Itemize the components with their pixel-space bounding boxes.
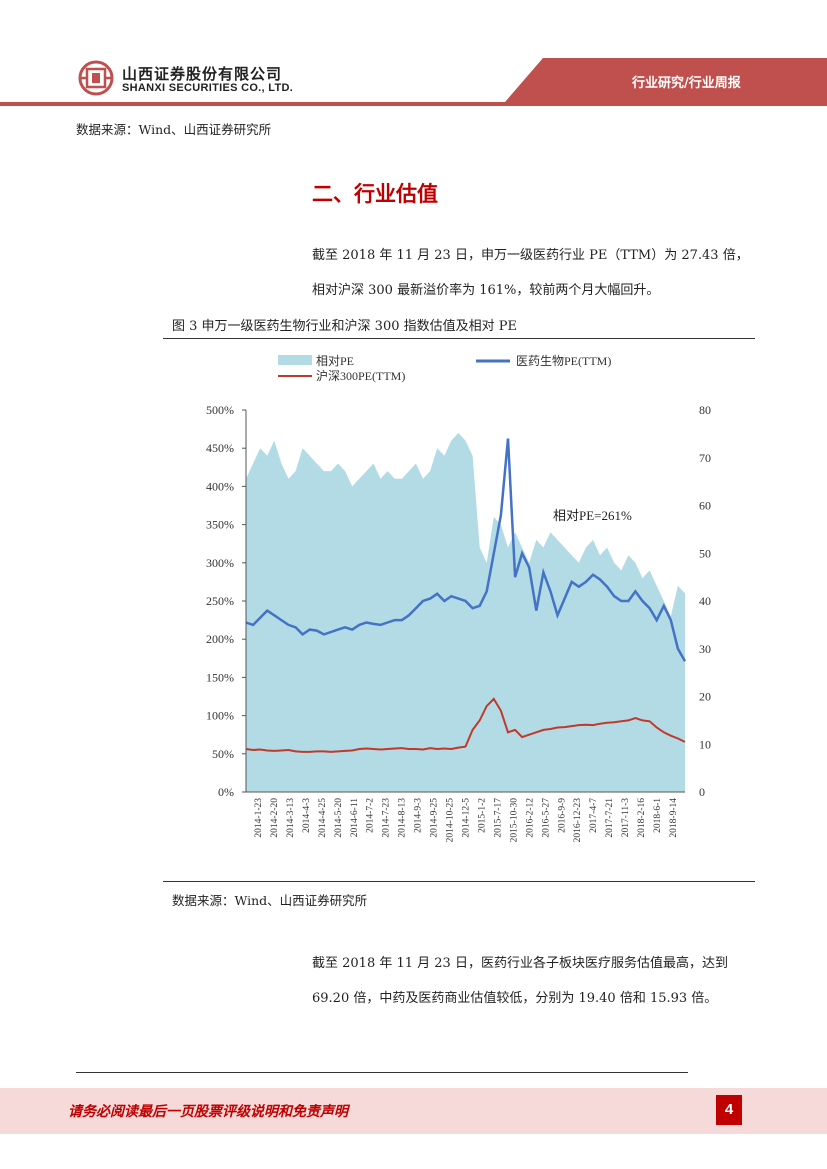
footer-band [0,1088,827,1134]
legend-swatch-relative-pe [278,355,312,365]
x-tick-label: 2014-4-3 [302,798,312,833]
left-tick-label: 250% [206,594,234,608]
x-tick-label: 2014-6-11 [350,798,360,837]
right-tick-label: 40 [699,594,711,608]
company-name-cn: 山西证券股份有限公司 [122,65,283,83]
x-tick-label: 2018-6-1 [653,798,663,833]
report-tag: 行业研究/行业周报 [632,76,741,91]
right-axis-ticks: 0 10 20 30 40 50 60 70 80 [699,403,711,799]
left-tick-label: 350% [206,518,234,532]
source-note-figure: 数据来源：Wind、山西证券研究所 [172,893,368,908]
x-tick-label: 2017-4-7 [589,798,599,833]
paragraph-1-line-2: 相对沪深 300 最新溢价率为 161%，较前两个月大幅回升。 [312,283,660,298]
x-tick-label: 2015-10-30 [509,798,519,843]
x-tick-label: 2017-7-21 [605,798,615,838]
x-tick-label: 2014-9-3 [414,798,424,833]
x-tick-label: 2014-1-23 [254,798,264,838]
paragraph-2-line-1: 截至 2018 年 11 月 23 日，医药行业各子板块医疗服务估值最高，达到 [312,956,728,971]
paragraph-1-line-1: 截至 2018 年 11 月 23 日，申万一级医药行业 PE（TTM）为 27… [312,248,749,263]
figure-bottom-rule [163,881,755,882]
legend-label-relative-pe: 相对PE [316,354,354,368]
company-logo-icon [78,60,114,96]
company-name-en: SHANXI SECURITIES CO., LTD. [122,82,294,94]
page-number: 4 [716,1095,742,1125]
figure-top-rule [163,338,755,339]
x-tick-label: 2014-10-25 [446,798,456,843]
x-tick-label: 2014-7-23 [382,798,392,838]
x-tick-label: 2014-7-2 [366,798,376,833]
right-tick-label: 60 [699,499,711,513]
x-tick-label: 2017-11-3 [621,798,631,837]
x-tick-label: 2016-2-12 [525,798,535,838]
x-tick-label: 2016-9-9 [557,798,567,833]
right-tick-label: 80 [699,403,711,417]
x-tick-label: 2014-5-20 [334,798,344,838]
right-tick-label: 30 [699,642,711,656]
right-tick-label: 20 [699,690,711,704]
x-tick-label: 2014-3-13 [286,798,296,838]
valuation-chart: 相对PE 医药生物PE(TTM) 沪深300PE(TTM) 0% 50% 100% 1… [206,354,711,843]
hs300-pe-line [245,697,686,753]
x-tick-label: 2014-2-20 [270,798,280,838]
left-tick-label: 450% [206,441,234,455]
x-tick-label: 2014-12-5 [462,798,472,838]
page-header: 山西证券股份有限公司 SHANXI SECURITIES CO., LTD. 行… [0,0,827,106]
x-tick-label: 2016-5-27 [541,798,551,838]
right-tick-label: 70 [699,451,711,465]
header-divider [0,102,827,106]
x-tick-label: 2014-4-25 [318,798,328,838]
right-tick-label: 50 [699,546,711,560]
left-axis-ticks: 0% 50% 100% 150% 200% 250% 300% 350% 400% 450% 500… [206,403,246,799]
legend-label-hs300-pe: 沪深300PE(TTM) [316,369,405,383]
x-tick-label: 2014-9-25 [430,798,440,838]
left-tick-label: 50% [212,747,234,761]
left-tick-label: 400% [206,479,234,493]
source-note-top: 数据来源：Wind、山西证券研究所 [76,122,272,137]
chart-legend: 相对PE 医药生物PE(TTM) 沪深300PE(TTM) [278,354,611,383]
left-tick-label: 100% [206,709,234,723]
x-tick-label: 2018-9-14 [669,798,679,838]
x-tick-label: 2014-8-13 [398,798,408,838]
right-tick-label: 10 [699,737,711,751]
pharma-pe-line [245,438,687,662]
left-tick-label: 500% [206,403,234,417]
legend-label-pharma-pe: 医药生物PE(TTM) [516,354,611,368]
figure-title: 图 3 申万一级医药生物行业和沪深 300 指数估值及相对 PE [172,319,517,334]
left-tick-label: 200% [206,632,234,646]
section-title: 二、行业估值 [312,182,438,206]
report-tag-background [505,58,827,102]
left-tick-label: 0% [218,785,234,799]
paragraph-2-line-2: 69.20 倍，中药及医药商业估值较低，分别为 19.40 倍和 15.93 倍… [312,991,718,1006]
right-tick-label: 0 [699,785,705,799]
footer-disclaimer: 请务必阅读最后一页股票评级说明和免责声明 [68,1104,348,1120]
x-tick-label: 2015-7-17 [493,798,503,838]
x-tick-label: 2016-12-23 [573,798,583,843]
x-axis-ticks: 2014-1-23 2014-2-20 2014-3-13 2014-4-3 2014-… [254,798,679,843]
left-tick-label: 150% [206,670,234,684]
relative-pe-area [246,432,685,792]
x-tick-label: 2015-1-2 [478,798,488,833]
chart-annotation: 相对PE=261% [553,508,632,523]
x-tick-label: 2018-2-16 [637,798,647,838]
left-tick-label: 300% [206,556,234,570]
footer-divider [76,1072,688,1073]
